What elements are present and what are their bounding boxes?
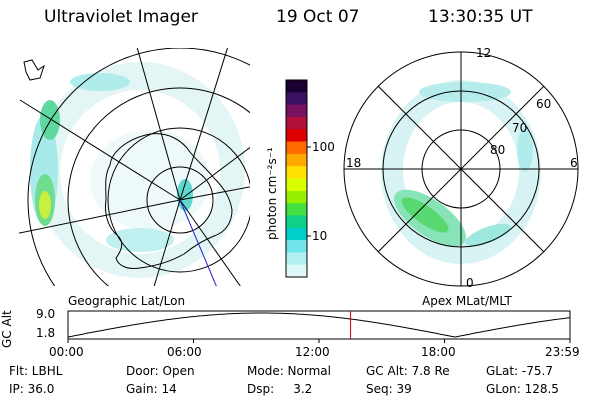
time-tick-1800: 18:00 [421, 345, 456, 359]
colorbar-cell [286, 264, 307, 278]
colorbar-cell [286, 141, 307, 155]
footer-glat: GLat: -75.7 [486, 364, 553, 378]
footer-seq: Seq: 39 [366, 382, 412, 396]
altitude-curve [67, 312, 571, 338]
left-map-projection-label: Geographic Lat/Lon [68, 294, 186, 308]
altitude-axis-label: GC Alt [0, 310, 14, 348]
colorbar-cell [286, 129, 307, 143]
observation-time: 13:30:35 UT [428, 7, 533, 27]
colorbar-cell [286, 252, 307, 266]
geographic-map [19, 48, 250, 286]
time-axis-ticks [67, 339, 571, 343]
footer-mode: Mode: Normal [247, 364, 331, 378]
footer-dsp: Dsp: 3.2 [247, 382, 313, 396]
footer-filter: Flt: LBHL [9, 364, 63, 378]
time-tick-1200: 12:00 [295, 345, 330, 359]
colorbar-unit-label: photon cm⁻²s⁻¹ [265, 147, 279, 240]
colorbar-cell [286, 116, 307, 130]
mlt-label-6: 6 [570, 156, 578, 170]
right-map-projection-label: Apex MLat/MLT [422, 294, 512, 308]
colorbar-cell [286, 153, 307, 167]
color-bar [285, 79, 311, 278]
mlat-label-70: 70 [512, 121, 528, 135]
colorbar-cell [286, 92, 307, 106]
altitude-ytick-max: 9.0 [36, 307, 56, 321]
colorbar-cell [286, 227, 307, 241]
observation-date: 19 Oct 07 [276, 7, 360, 27]
left-meridians [19, 48, 250, 286]
mlt-label-12: 12 [476, 46, 492, 60]
mlat-label-60: 60 [536, 97, 552, 111]
colorbar-cell [286, 190, 307, 204]
mlat-label-80: 80 [490, 143, 506, 157]
mlt-spokes [344, 52, 578, 286]
footer-ip: IP: 36.0 [9, 382, 55, 396]
colorbar-tick-10: 10 [312, 229, 328, 243]
colorbar-cell [286, 104, 307, 118]
instrument-title: Ultraviolet Imager [44, 7, 198, 27]
altitude-plot [67, 310, 571, 343]
colorbar-cell [286, 215, 307, 229]
mlt-label-0: 0 [466, 276, 474, 290]
coastline-south-america [23, 59, 45, 81]
time-tick-2359: 23:59 [545, 345, 580, 359]
mlt-label-18: 18 [346, 156, 362, 170]
colorbar-cell [286, 240, 307, 253]
footer-glon: GLon: 128.5 [486, 382, 559, 396]
colorbar-cell [286, 178, 307, 192]
colorbar-cell [286, 203, 307, 216]
left-latitude-circles [27, 48, 250, 286]
magnetic-polar-map [343, 51, 579, 287]
colorbar-cell [286, 80, 307, 93]
time-tick-0600: 06:00 [167, 345, 202, 359]
footer-door: Door: Open [126, 364, 195, 378]
dipole-line [179, 199, 217, 286]
altitude-ytick-min: 1.8 [36, 326, 56, 340]
footer-gc-alt: GC Alt: 7.8 Re [366, 364, 450, 378]
colorbar-tick-100: 100 [312, 140, 335, 154]
colorbar-cell [286, 166, 307, 179]
footer-gain: Gain: 14 [126, 382, 177, 396]
time-tick-0000: 00:00 [49, 345, 84, 359]
coastline-antarctica [105, 133, 233, 269]
